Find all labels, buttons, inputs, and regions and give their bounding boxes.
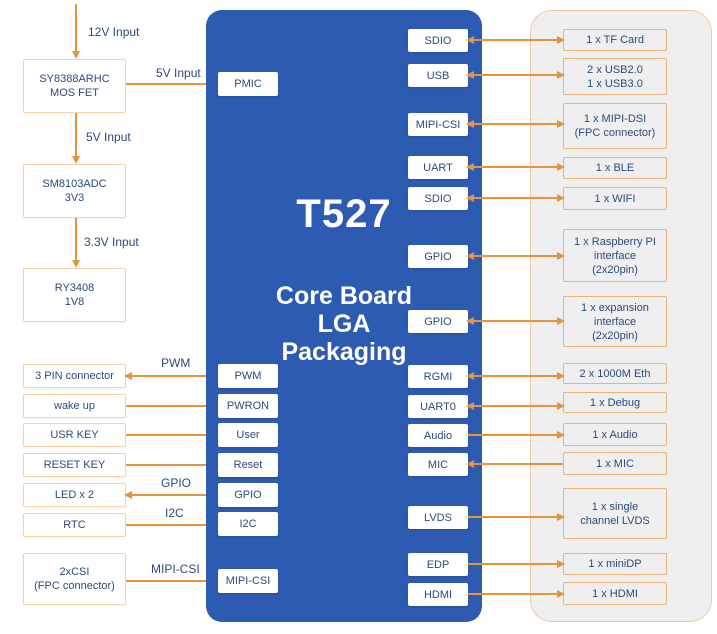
board-port-pwm: PWM (218, 364, 278, 388)
device-hdmi: 1 x HDMI (563, 582, 667, 605)
device-wake-up: wake up (23, 394, 126, 418)
board-port-hdmi: HDMI (408, 583, 468, 606)
arrow-5v-to-pmic (126, 80, 220, 88)
arrow-5v-step (72, 113, 80, 164)
board-port-gpio-2: GPIO (408, 310, 468, 333)
conn-led-gpio (124, 491, 220, 499)
board-port-sdio-1: SDIO (408, 29, 468, 52)
conn-uart-ble (466, 163, 565, 171)
device-debug: 1 x Debug (563, 392, 667, 413)
regulator-sm8103: SM8103ADC 3V3 (23, 164, 126, 218)
conn-2xcsi-mipicsi (126, 577, 220, 585)
conn-gpio-raspberrypi (466, 252, 565, 260)
label-pwm: PWM (161, 356, 191, 370)
board-port-rgmi: RGMI (408, 365, 468, 388)
conn-gpio-expansion (466, 317, 565, 325)
device-wifi: 1 x WIFI (563, 187, 667, 210)
device-lvds: 1 x single channel LVDS (563, 488, 667, 539)
board-port-sdio-2: SDIO (408, 187, 468, 210)
board-port-pmic: PMIC (218, 72, 278, 96)
board-port-gpio-left: GPIO (218, 483, 278, 507)
device-1000m-eth: 2 x 1000M Eth (563, 363, 667, 384)
conn-audio-audio (468, 431, 565, 439)
chip-name: T527 (296, 192, 392, 236)
conn-usrkey-user (126, 431, 220, 439)
conn-usb-usb (466, 71, 565, 79)
device-usb: 2 x USB2.0 1 x USB3.0 (563, 58, 667, 95)
device-ble: 1 x BLE (563, 157, 667, 179)
label-5v-to-pmic: 5V Input (156, 66, 201, 80)
conn-sdio-wifi (466, 194, 565, 202)
board-port-reset: Reset (218, 453, 278, 477)
label-5v-step: 5V Input (86, 130, 131, 144)
device-2xcsi: 2xCSI (FPC connector) (23, 553, 126, 605)
device-mipi-dsi: 1 x MIPI-DSI (FPC connector) (563, 103, 667, 149)
device-3pin-connector: 3 PIN connector (23, 364, 126, 388)
board-port-audio: Audio (408, 424, 468, 447)
conn-lvds-lvds (468, 513, 565, 521)
board-port-mipicsi-right: MIPI-CSI (408, 113, 468, 136)
conn-rgmi-eth (466, 372, 565, 380)
board-subtitle: Core Board LGA Packaging (275, 282, 413, 366)
device-raspberry-pi-interface: 1 x Raspberry PI interface (2x20pin) (563, 229, 667, 282)
conn-pwm-3pin (124, 372, 218, 380)
board-port-gpio-1: GPIO (408, 245, 468, 268)
device-led-x2: LED x 2 (23, 483, 126, 507)
conn-hdmi-hdmi (468, 590, 565, 598)
board-port-usb: USB (408, 64, 468, 87)
conn-wakeup-pwron (126, 402, 220, 410)
conn-uart0-debug (466, 402, 565, 410)
regulator-ry3408: RY3408 1V8 (23, 268, 126, 322)
board-port-mipicsi-left: MIPI-CSI (218, 569, 278, 593)
board-port-mic: MIC (408, 453, 468, 476)
board-port-edp: EDP (408, 553, 468, 576)
board-port-user: User (218, 423, 278, 447)
conn-rtc-i2c (126, 521, 220, 529)
label-3v3-step: 3.3V Input (84, 235, 139, 249)
board-port-i2c: I2C (218, 512, 278, 536)
label-i2c-bus: I2C (165, 506, 184, 520)
device-audio: 1 x Audio (563, 423, 667, 446)
conn-mipicsi-mipidsi (466, 120, 565, 128)
label-gpio-bus: GPIO (161, 476, 192, 490)
device-expansion-interface: 1 x expansion interface (2x20pin) (563, 296, 667, 347)
arrow-12v-input (72, 4, 80, 59)
board-port-uart: UART (408, 156, 468, 179)
device-reset-key: RESET KEY (23, 453, 126, 477)
board-port-lvds: LVDS (408, 506, 468, 529)
conn-mic-mic (466, 460, 563, 468)
label-12v-input: 12V Input (88, 25, 140, 39)
conn-sdio-tfcard (466, 36, 565, 44)
device-usr-key: USR KEY (23, 423, 126, 447)
device-mic: 1 x MIC (563, 452, 667, 475)
board-port-uart0: UART0 (408, 395, 468, 418)
device-minidp: 1 x miniDP (563, 553, 667, 575)
board-port-pwron: PWRON (218, 394, 278, 418)
device-tf-card: 1 x TF Card (563, 29, 667, 51)
arrow-3v3-step (72, 218, 80, 268)
conn-resetkey-reset (126, 461, 220, 469)
regulator-sy8388: SY8388ARHC MOS FET (23, 59, 126, 113)
conn-edp-minidp (468, 560, 565, 568)
device-rtc: RTC (23, 513, 126, 537)
label-mipicsi-bus: MIPI-CSI (151, 562, 200, 576)
